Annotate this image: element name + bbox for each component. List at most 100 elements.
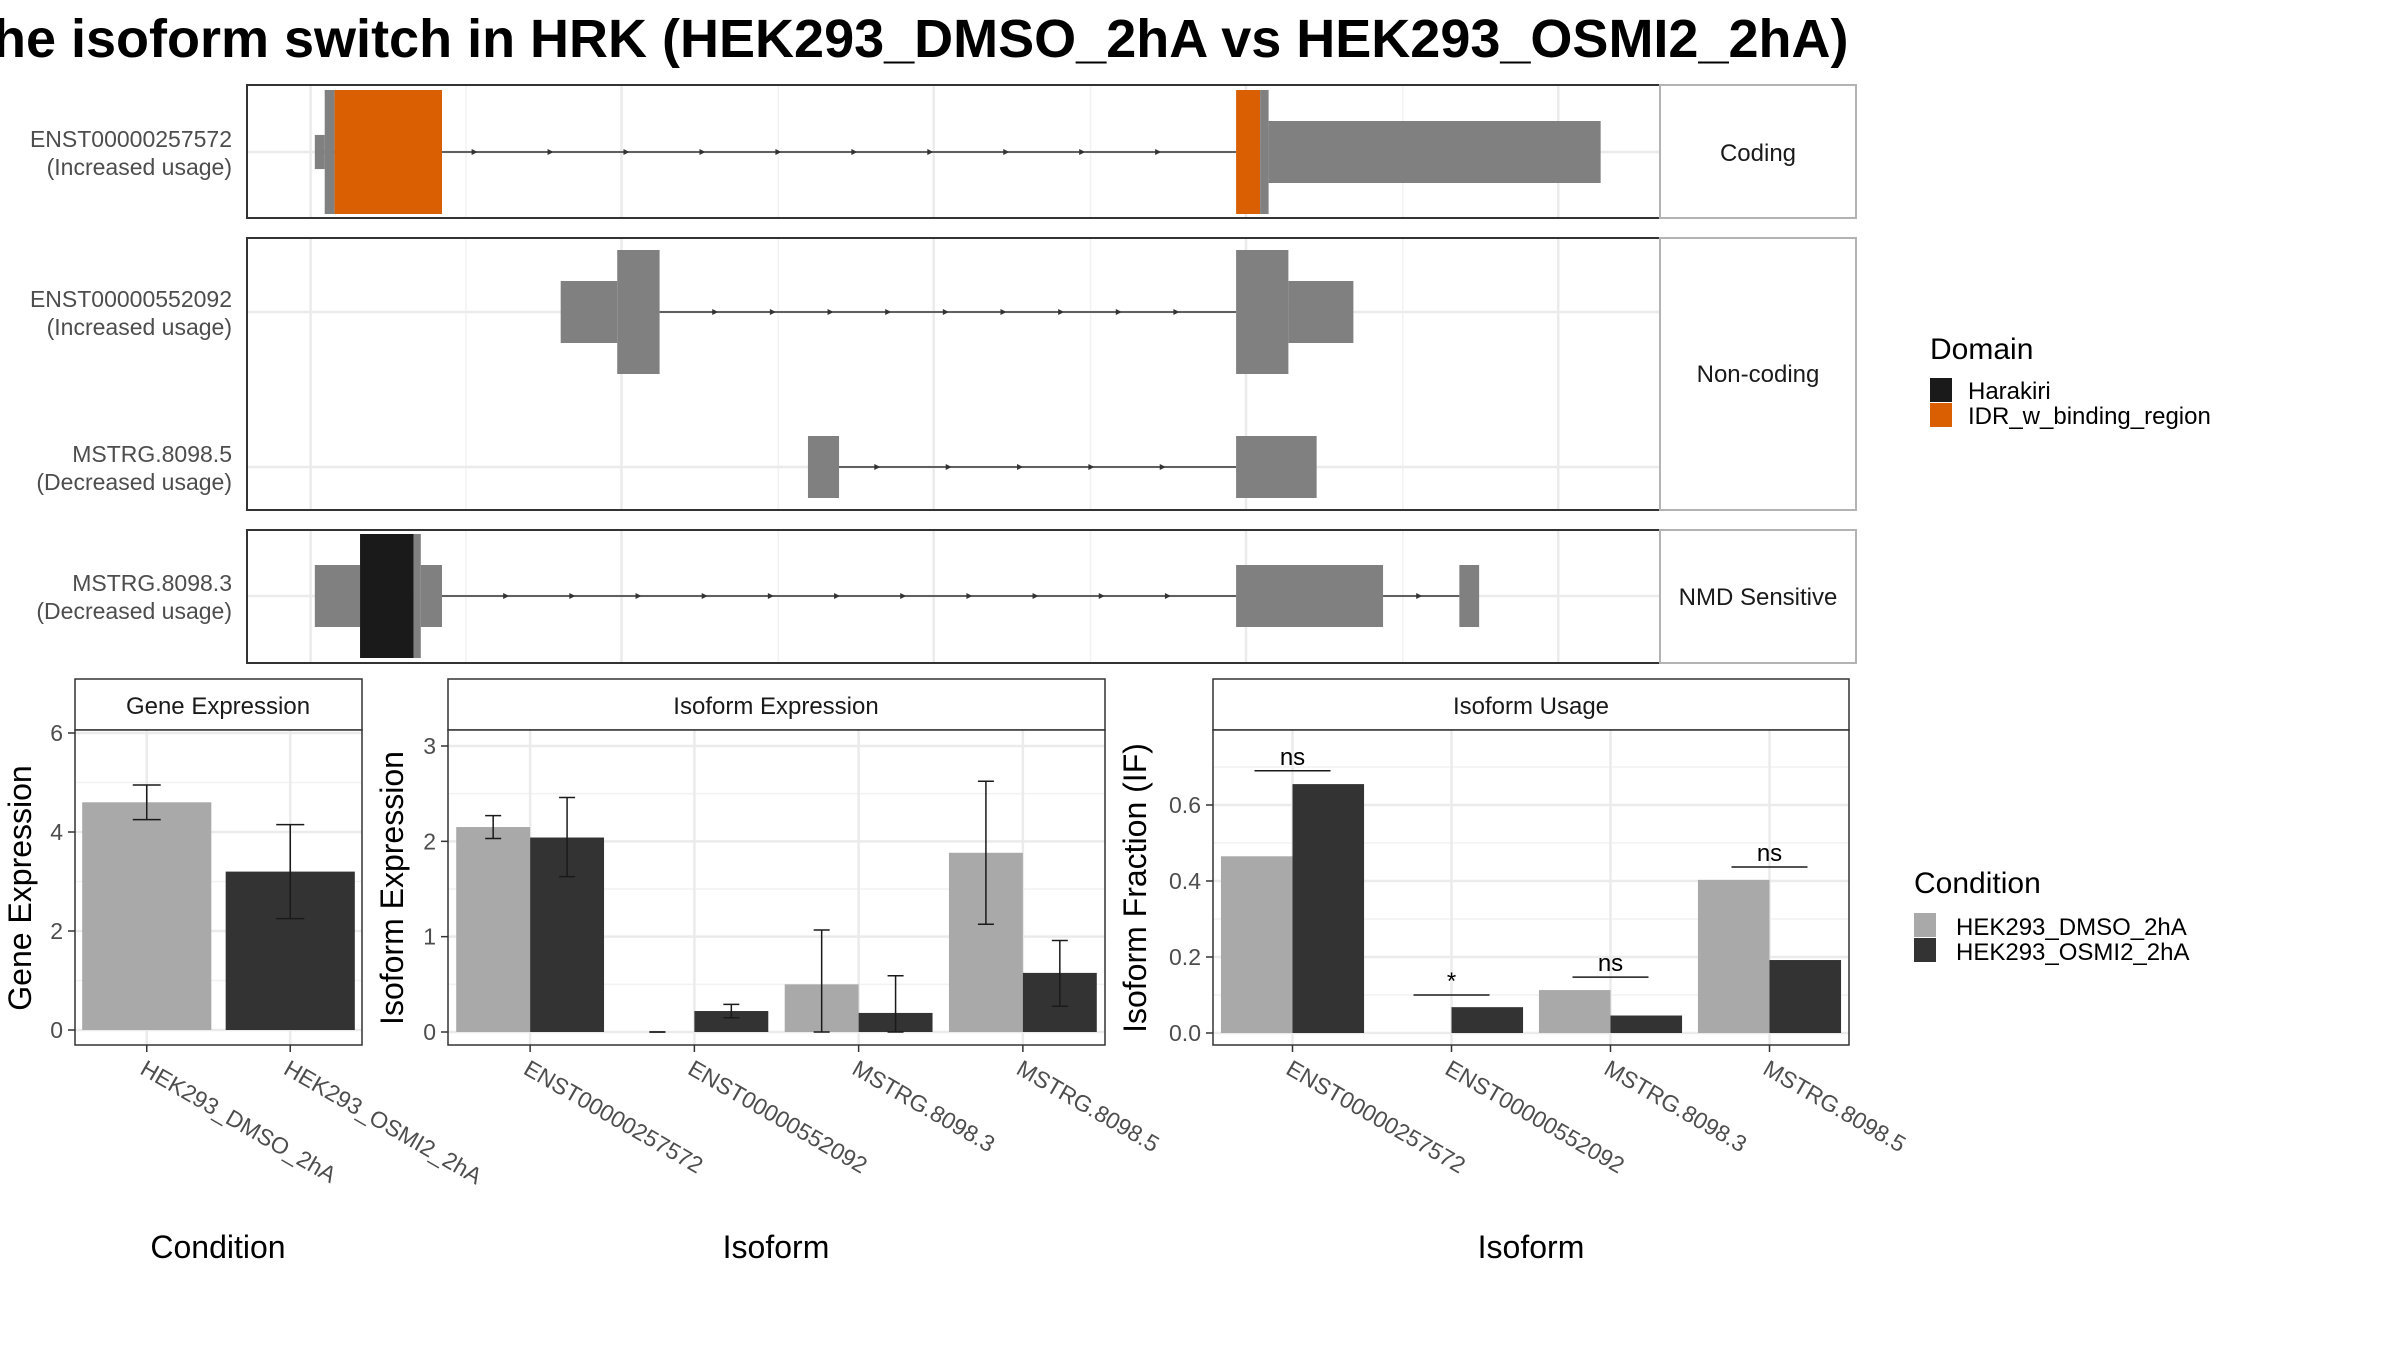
chart-title: Gene Expression <box>126 693 310 720</box>
structure-panel-noncoding <box>246 237 1661 511</box>
strand-arrow <box>927 149 934 155</box>
y-axis-title: Isoform Fraction (IF) <box>1117 743 1153 1033</box>
panel-background <box>247 238 1660 510</box>
track-labels: ENST00000257572 (Increased usage) ENST00… <box>30 126 232 624</box>
domain-legend-title: Domain <box>1930 333 2033 366</box>
strand-arrow <box>1155 149 1162 155</box>
strand-arrow <box>1115 309 1122 315</box>
chart-strip <box>1212 678 1850 731</box>
legend-label-osmi2: HEK293_OSMI2_2hA <box>1956 939 2189 966</box>
y-tick-label: 0.4 <box>1169 868 1201 894</box>
track-label-usage: (Increased usage) <box>47 154 232 180</box>
strip-label-noncoding: Non-coding <box>1697 361 1820 388</box>
legend-label-harakiri: Harakiri <box>1968 378 2051 405</box>
strand-arrow <box>1173 309 1180 315</box>
strip-noncoding <box>1659 237 1857 511</box>
legend-label-dmso: HEK293_DMSO_2hA <box>1956 914 2187 941</box>
track-label: ENST00000552092 <box>30 286 232 312</box>
strand-arrow <box>874 464 881 470</box>
bar <box>1538 990 1611 1033</box>
strand-arrow <box>712 309 719 315</box>
strand-arrow <box>942 309 949 315</box>
legend-key-harakiri <box>1930 378 1952 402</box>
exon <box>560 281 618 343</box>
y-axis-title: Isoform Expression <box>374 751 410 1025</box>
exon <box>413 534 421 658</box>
strand-arrow <box>834 593 841 599</box>
strand-arrow <box>1098 593 1105 599</box>
legend-key-dmso <box>1914 913 1936 937</box>
x-tick-label: MSTRG.8098.3 <box>1600 1055 1751 1157</box>
strand-arrow <box>1017 464 1024 470</box>
x-tick-label: ENST00000257572 <box>1282 1055 1470 1179</box>
strip-label-nmd: NMD Sensitive <box>1679 584 1838 611</box>
strip-coding <box>1659 84 1857 219</box>
facet-strips: Coding Non-coding NMD Sensitive <box>1659 84 1857 664</box>
strand-arrow <box>699 149 706 155</box>
chart-title: Isoform Usage <box>1453 693 1609 720</box>
track-ENST00000257572 <box>247 90 1660 214</box>
exon-idr-domain <box>1236 90 1261 214</box>
y-tick-label: 0.6 <box>1169 792 1201 818</box>
y-tick-label: 0 <box>423 1019 436 1045</box>
bar <box>1451 1007 1524 1033</box>
strand-arrow <box>1088 464 1095 470</box>
y-tick-label: 2 <box>50 918 63 944</box>
exon <box>1236 565 1384 627</box>
x-tick-label: MSTRG.8098.5 <box>1012 1055 1163 1157</box>
condition-legend-title: Condition <box>1914 867 2041 900</box>
strand-arrow <box>471 149 478 155</box>
y-tick-label: 4 <box>50 819 63 845</box>
exon <box>617 250 660 374</box>
bar <box>694 1011 769 1032</box>
strand-arrow <box>1159 464 1166 470</box>
track-label: MSTRG.8098.5 <box>72 441 232 467</box>
strip-nmd <box>1659 529 1857 664</box>
strand-arrow <box>701 593 708 599</box>
plot-frame <box>1212 729 1850 1046</box>
y-tick-label: 0.2 <box>1169 944 1201 970</box>
x-tick-label: ENST00000257572 <box>520 1055 708 1179</box>
exon <box>1459 565 1480 627</box>
bar <box>1769 960 1842 1033</box>
track-ENST00000552092 <box>247 250 1660 374</box>
exon <box>314 565 361 627</box>
exon <box>1236 436 1317 498</box>
strand-arrow <box>827 309 834 315</box>
y-tick-label: 0.0 <box>1169 1020 1201 1046</box>
x-axis-title: Isoform <box>1478 1229 1585 1265</box>
track-MSTRG.8098.5 <box>247 436 1660 498</box>
strand-arrow <box>1164 593 1171 599</box>
exon <box>1260 90 1269 214</box>
track-label: ENST00000257572 <box>30 126 232 152</box>
strand-arrow <box>767 593 774 599</box>
legend-key-osmi2 <box>1914 938 1936 962</box>
strand-arrow <box>1079 149 1086 155</box>
strand-arrow <box>547 149 554 155</box>
strand-arrow <box>635 593 642 599</box>
structure-panel-nmd <box>246 529 1661 664</box>
bar <box>456 827 531 1032</box>
bar <box>82 802 212 1030</box>
exon <box>807 436 840 498</box>
y-tick-label: 6 <box>50 720 63 746</box>
exon <box>1288 281 1354 343</box>
x-tick-label: ENST00000552092 <box>1441 1055 1629 1179</box>
strand-arrow <box>775 149 782 155</box>
strip-label-coding: Coding <box>1720 140 1796 167</box>
x-tick-label: ENST00000552092 <box>684 1055 872 1179</box>
significance-label: * <box>1447 968 1456 995</box>
track-label: MSTRG.8098.3 <box>72 570 232 596</box>
transcript-structure: ENST00000257572 (Increased usage) ENST00… <box>30 84 1857 664</box>
plot-frame <box>447 729 1106 1046</box>
chart-isoform-expression: Isoform Expression 0 1 2 3 ENST00000257572EN… <box>374 678 1164 1265</box>
strand-arrow <box>1000 309 1007 315</box>
exon <box>324 90 335 214</box>
strand-arrow <box>900 593 907 599</box>
legend-label-idr: IDR_w_binding_region <box>1968 403 2211 430</box>
strand-arrow <box>945 464 952 470</box>
plot-frame <box>74 729 363 1046</box>
x-tick-label: MSTRG.8098.3 <box>848 1055 999 1157</box>
chart-strip <box>447 678 1106 731</box>
